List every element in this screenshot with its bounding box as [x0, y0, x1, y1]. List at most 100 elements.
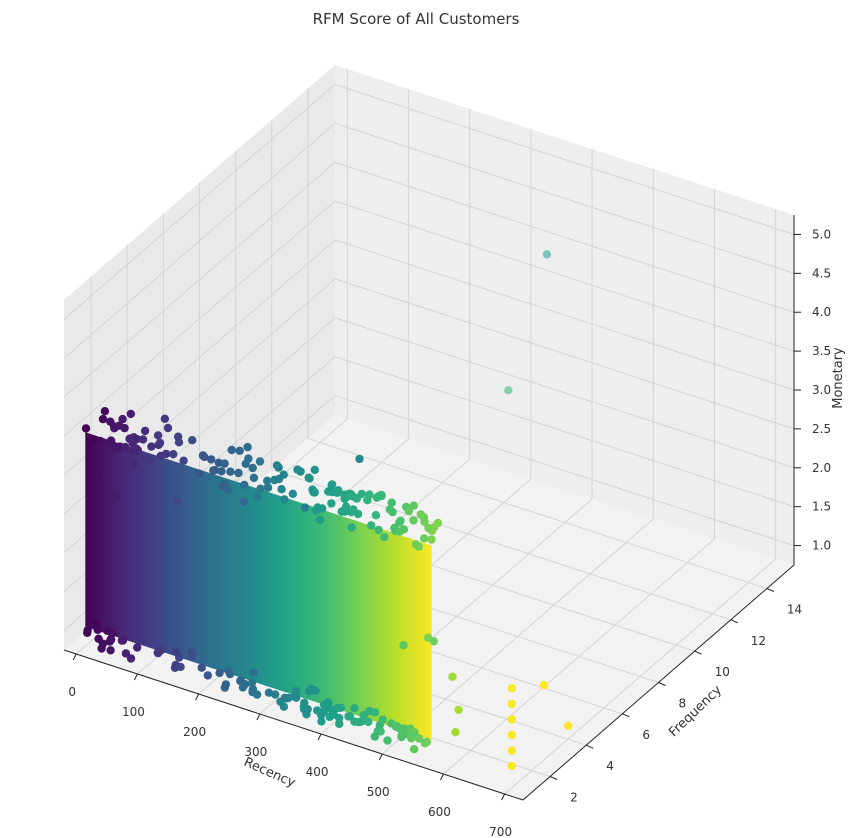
- scatter-point: [365, 490, 374, 499]
- scatter-point: [317, 717, 326, 726]
- scatter-point: [420, 517, 429, 527]
- scatter-point: [172, 497, 182, 506]
- scatter-point: [169, 450, 178, 459]
- scatter-point: [244, 454, 253, 463]
- scatter-point: [200, 452, 209, 462]
- scatter-point: [451, 728, 460, 737]
- scatter-point: [179, 456, 188, 465]
- scatter-point: [247, 678, 257, 687]
- x-tick-label: 500: [367, 785, 390, 799]
- scatter-point: [420, 534, 429, 543]
- axis-lines: [63, 215, 801, 801]
- scatter-point: [315, 515, 325, 525]
- scatter-point: [188, 436, 197, 445]
- scatter-point: [209, 466, 218, 475]
- z-tick-label: 2.5: [812, 422, 831, 436]
- scatter-point: [564, 721, 573, 730]
- scatter-point: [263, 483, 273, 492]
- scatter-point: [220, 459, 229, 468]
- scatter-point: [327, 499, 336, 508]
- x-tick-mark: [133, 673, 138, 681]
- scatter-point: [392, 721, 401, 731]
- scatter-point: [293, 465, 302, 474]
- scatter-point: [256, 484, 265, 493]
- z-axis-label: Monetary: [831, 347, 846, 409]
- y-tick-label: 14: [787, 603, 802, 617]
- x-tick-label: 300: [244, 745, 267, 759]
- scatter-point: [234, 468, 243, 478]
- y-tick-mark: [586, 744, 594, 749]
- scatter-point: [239, 497, 249, 506]
- scatter-point: [162, 449, 171, 459]
- scatter-point: [121, 649, 131, 658]
- x-axis-line: [63, 649, 524, 801]
- x-tick-label: 700: [489, 825, 512, 838]
- scatter-point: [171, 660, 180, 670]
- scatter-point: [248, 687, 257, 697]
- scatter-point: [130, 459, 139, 468]
- grid-back-z: [334, 161, 795, 313]
- grid-back-z: [334, 200, 795, 352]
- scatter-point: [415, 734, 424, 743]
- scatter-point: [270, 475, 279, 485]
- scatter-point: [106, 436, 116, 445]
- scatter-point: [385, 505, 395, 514]
- scatter-point: [249, 473, 259, 482]
- scatter-point: [364, 717, 373, 727]
- scatter-point: [310, 465, 319, 475]
- scatter-point: [337, 507, 346, 516]
- scatter-point: [507, 715, 516, 724]
- scatter-point: [324, 487, 333, 496]
- scatter-point: [98, 639, 108, 648]
- scatter-point: [249, 668, 258, 677]
- scatter-point: [277, 485, 286, 494]
- scatter-point: [280, 693, 290, 703]
- scatter-point: [370, 732, 379, 741]
- tick-labels: 0 100 200 300 400 500 600 700 2 4 6 8 10 12 14 1.0 1.5 2.…: [68, 227, 831, 838]
- scatter-point: [409, 501, 418, 510]
- scatter-point: [424, 523, 433, 533]
- scatter-point: [288, 489, 297, 498]
- scatter-point: [225, 669, 235, 679]
- scatter-point: [173, 432, 183, 441]
- grid-back-z: [334, 356, 795, 508]
- scatter-point: [217, 467, 226, 476]
- z-tick-label: 4.5: [812, 266, 831, 280]
- scatter-point: [374, 525, 383, 535]
- scatter-point: [345, 712, 354, 721]
- scatter-point: [83, 628, 92, 637]
- scatter-point: [227, 445, 236, 455]
- x-tick-mark: [378, 753, 383, 761]
- y-tick-label: 12: [751, 634, 766, 648]
- scatter-point: [539, 680, 549, 690]
- x-tick-label: 200: [183, 725, 206, 739]
- scatter-point: [378, 715, 387, 724]
- scatter-point: [272, 461, 282, 470]
- chart-title: RFM Score of All Customers: [313, 10, 520, 28]
- scatter-point: [106, 417, 115, 426]
- scatter-point: [218, 481, 228, 490]
- scatter-point: [312, 506, 321, 515]
- scatter-point: [89, 435, 98, 444]
- scatter-point: [307, 684, 316, 694]
- scatter-point: [145, 456, 154, 465]
- scatter-point: [335, 719, 344, 729]
- scatter-point: [332, 488, 342, 497]
- scatter-point: [280, 495, 289, 504]
- x-tick-mark: [439, 773, 444, 781]
- y-tick-mark: [766, 588, 775, 592]
- scatter-point: [255, 457, 265, 466]
- scatter-point: [305, 474, 314, 483]
- x-tick-mark: [256, 713, 261, 721]
- y-tick-mark: [658, 682, 666, 686]
- scatter-point: [140, 426, 150, 436]
- scatter-point: [279, 702, 289, 711]
- grid-left-z: [63, 200, 336, 437]
- z-tick-label: 2.0: [812, 461, 831, 475]
- scatter-point: [197, 663, 206, 672]
- scatter-point: [271, 690, 280, 699]
- scatter-point: [387, 498, 396, 507]
- scatter-point: [188, 651, 197, 661]
- scatter-point: [327, 480, 337, 489]
- scatter-point: [383, 736, 392, 745]
